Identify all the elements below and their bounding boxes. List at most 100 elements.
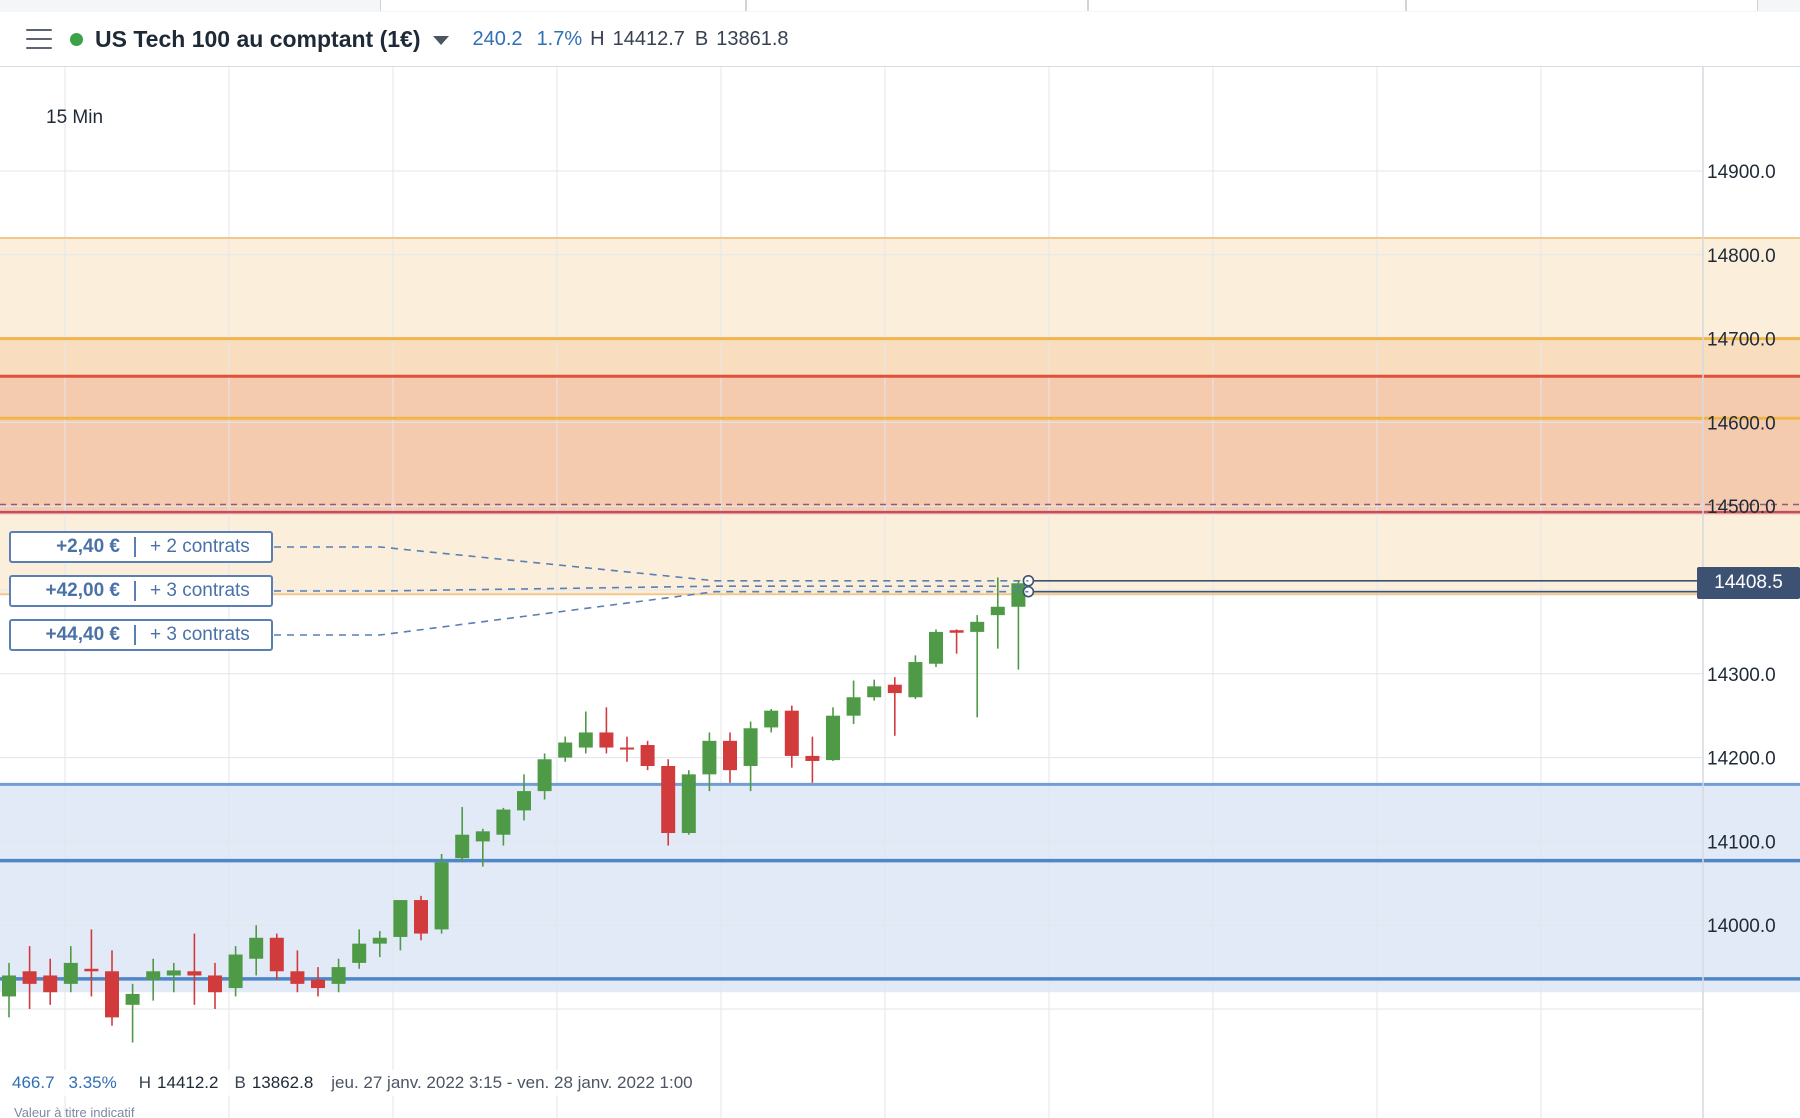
candle-body [929, 631, 943, 664]
high-label: H [590, 27, 605, 50]
candle-body [455, 834, 470, 859]
y-tick-label: 14900.0 [1707, 162, 1776, 183]
candle-body [887, 684, 902, 694]
chart-header: US Tech 100 au comptant (1€) 240.2 1.7% … [0, 12, 1800, 67]
candle-body [908, 662, 923, 698]
candle-body [208, 975, 222, 993]
chart-info-bar: 466.7 3.35% H 14412.2 B 13862.8 jeu. 27 … [6, 1070, 699, 1096]
candle-body [22, 971, 37, 984]
low-value: 13861.8 [716, 27, 789, 50]
candle-body [146, 971, 161, 980]
change-points: 240.2 [472, 27, 523, 50]
candle-body [681, 774, 696, 834]
tab-4[interactable] [1406, 0, 1758, 11]
candle-body [166, 970, 181, 976]
footer-low-label: B [234, 1073, 246, 1092]
footer-low-value: 13862.8 [251, 1073, 314, 1092]
y-tick-label: 14200.0 [1707, 749, 1776, 770]
position-box-1[interactable]: +2,40 € + 2 contrats [9, 531, 273, 563]
candle-body [475, 831, 490, 842]
price-zone [0, 784, 1800, 993]
candle-body [372, 937, 387, 944]
footer-high-label: H [138, 1073, 152, 1092]
price-zone [0, 338, 1800, 515]
candlestick-chart[interactable]: 14900.014800.014700.014600.014500.014400… [0, 67, 1800, 1118]
candle-body [352, 943, 367, 963]
candle-body [434, 862, 449, 930]
candle-body [311, 979, 325, 989]
candle-body [599, 732, 614, 748]
candle-body [723, 740, 737, 771]
position-quantity: + 3 contrats [150, 580, 250, 601]
current-price-tag: 14408.5 [1697, 566, 1800, 599]
candle-body [805, 755, 820, 761]
change-percent: 1.7% [536, 27, 583, 50]
date-range: jeu. 27 janv. 2022 3:15 - ven. 28 janv. … [331, 1073, 693, 1092]
candle-body [125, 993, 140, 1005]
timeframe-label[interactable]: 15 Min [46, 107, 104, 128]
tab-active[interactable] [380, 0, 746, 11]
candle-body [187, 971, 202, 976]
instrument-name[interactable]: US Tech 100 au comptant (1€) [95, 25, 421, 52]
tab-2[interactable] [746, 0, 1088, 11]
candle-body [784, 710, 799, 756]
candle-body [743, 728, 758, 766]
tab-3[interactable] [1088, 0, 1406, 11]
candle-body [826, 715, 840, 761]
candle-body [1011, 583, 1026, 607]
candle-body [970, 621, 985, 632]
price-chart[interactable]: 14900.014800.014700.014600.014500.014400… [0, 67, 1800, 1118]
y-tick-label: 14100.0 [1707, 832, 1776, 853]
candle-body [290, 971, 305, 984]
position-connector-line [274, 590, 1029, 636]
candle-body [558, 742, 573, 758]
candle-body [537, 759, 552, 792]
candle-body [393, 900, 408, 937]
candle-body [949, 630, 964, 633]
footer-high-value: 14412.2 [157, 1073, 219, 1092]
candle-body [63, 962, 78, 984]
candle-body [414, 900, 428, 934]
candle-body [620, 747, 634, 750]
position-pnl: +44,40 € [11, 625, 136, 645]
position-connector-line [274, 546, 1029, 582]
range-percent: 3.35% [68, 1073, 117, 1092]
candle-body [640, 745, 655, 766]
position-pnl: +42,00 € [11, 581, 136, 601]
high-value: 14412.7 [612, 27, 685, 50]
candle-body [702, 740, 717, 775]
y-tick-label: 14300.0 [1707, 665, 1776, 686]
candle-body [43, 975, 58, 993]
hamburger-icon[interactable] [26, 29, 52, 49]
candle-body [2, 975, 16, 997]
candle-body [846, 697, 861, 716]
indicative-disclaimer: Valeur à titre indicatif [14, 1105, 135, 1118]
y-tick-label: 14800.0 [1707, 246, 1776, 267]
y-tick-label: 14600.0 [1707, 413, 1776, 434]
candle-body [331, 967, 346, 984]
y-tick-label: 14700.0 [1707, 330, 1776, 351]
chevron-down-icon[interactable] [432, 36, 449, 45]
position-pnl: +2,40 € [11, 537, 136, 557]
position-connector-line [274, 585, 1029, 592]
candle-body [228, 954, 243, 989]
candle-body [105, 971, 119, 1018]
market-status-icon [70, 32, 83, 46]
position-quantity: + 2 contrats [150, 536, 250, 557]
price-zone [0, 238, 1800, 595]
position-quantity: + 3 contrats [150, 624, 250, 645]
y-tick-label: 14500.0 [1707, 497, 1776, 518]
candle-body [249, 937, 264, 959]
candle-body [517, 791, 531, 811]
position-box-3[interactable]: +44,40 € + 3 contrats [9, 619, 273, 651]
price-zone [0, 376, 1800, 515]
position-box-2[interactable]: +42,00 € + 3 contrats [9, 575, 273, 607]
candle-body [764, 710, 779, 728]
candle-body [269, 937, 284, 972]
candle-body [496, 809, 511, 835]
candle-body [867, 686, 882, 698]
candle-body [578, 732, 593, 748]
low-label: B [694, 27, 709, 50]
y-tick-label: 14000.0 [1707, 916, 1776, 937]
